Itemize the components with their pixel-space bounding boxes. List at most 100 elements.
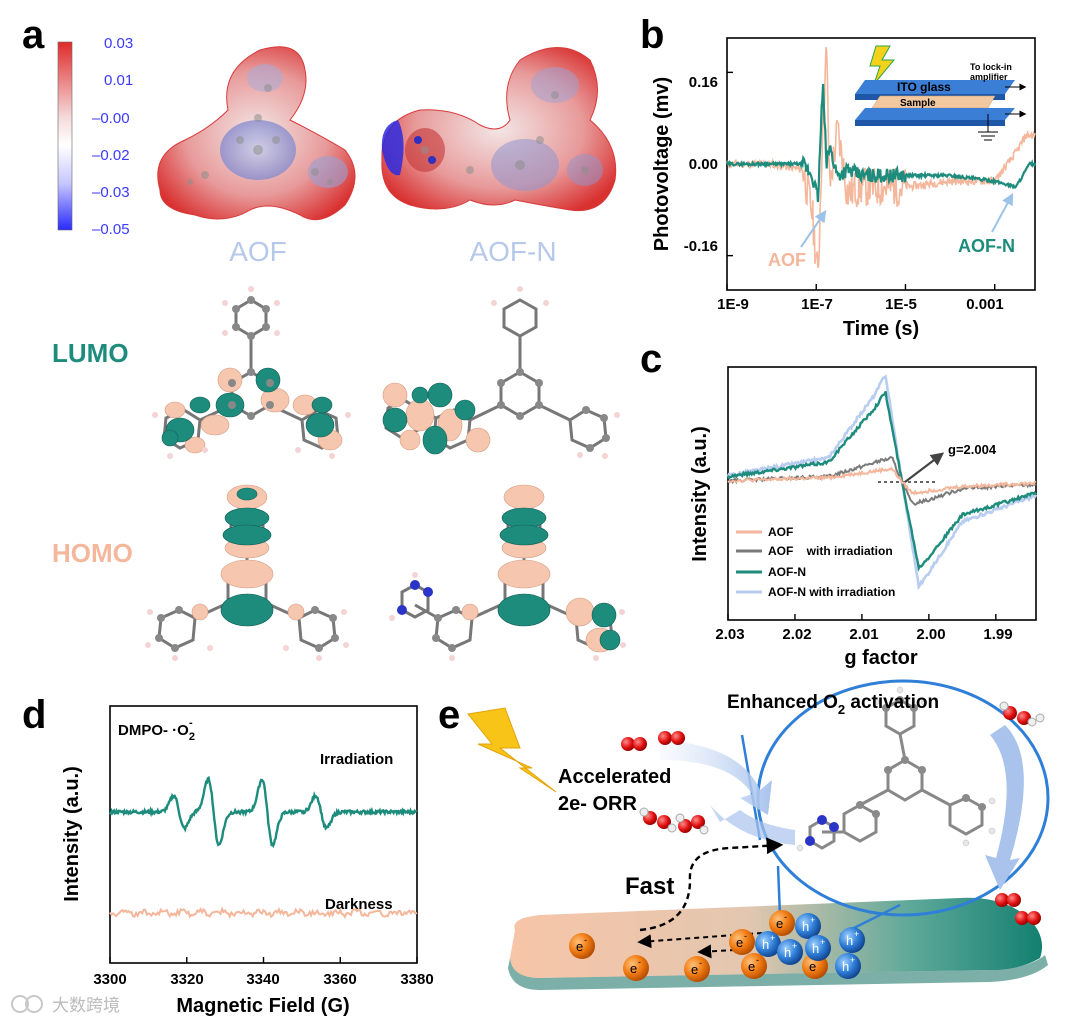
mep-surface-aof-n xyxy=(381,47,617,212)
svg-text:-: - xyxy=(784,912,787,922)
b-xtick-1: 1E-7 xyxy=(801,296,833,313)
colorbar xyxy=(57,41,73,231)
lumo-aof-molecule xyxy=(152,286,351,459)
d-series-irradiation xyxy=(109,775,418,849)
c-legend: AOF AOF with irradiation AOF-N AOF-N wit… xyxy=(736,525,895,599)
hole-icon: h + xyxy=(805,935,831,961)
svg-text:+: + xyxy=(850,955,855,965)
homo-aof-molecule xyxy=(145,484,349,661)
svg-text:e: e xyxy=(630,961,637,976)
d-title: DMPO- ·O2- xyxy=(118,717,195,743)
watermark: 大数跨境 xyxy=(11,995,120,1015)
svg-text:+: + xyxy=(770,933,775,943)
b-ytick-0: 0.16 xyxy=(689,74,718,91)
cb-tick-3: –0.02 xyxy=(92,147,130,164)
orr-label: 2e- ORR xyxy=(558,793,637,815)
c-series-aof-n-irr xyxy=(726,374,1038,591)
c-series-aof xyxy=(727,466,1037,496)
inset-lockin-label: To lock-in xyxy=(970,62,1012,72)
c-legend-0: AOF xyxy=(768,525,793,539)
hole-icon: h + xyxy=(839,927,865,953)
c-xtick-4: 1.99 xyxy=(983,626,1012,643)
b-inset-device: ITO glass Sample To lock-in amplifier xyxy=(855,45,1027,141)
d-xtick-1: 3320 xyxy=(170,971,203,988)
d-xlabel: Magnetic Field (G) xyxy=(176,995,349,1017)
d-xtick-2: 3340 xyxy=(246,971,279,988)
svg-text:e: e xyxy=(809,959,816,974)
lumo-aof-n-molecule xyxy=(382,286,620,459)
aof-n-molecule-model xyxy=(796,686,996,852)
h2o2-molecule-icon xyxy=(639,807,709,835)
panel-d-chart: 3300 3320 3340 3360 3380 Magnetic Field … xyxy=(61,705,434,1017)
svg-text:h: h xyxy=(812,941,819,956)
c-xtick-1: 2.02 xyxy=(782,626,811,643)
panel-c-frame xyxy=(727,366,1037,621)
electron-icon: e- xyxy=(623,955,649,981)
curved-arrow-right xyxy=(985,725,1024,890)
d-series-darkness xyxy=(109,906,418,919)
cb-tick-2: –0.00 xyxy=(92,110,130,127)
panel-b-label: b xyxy=(640,13,664,57)
mep-label-aof-n: AOF-N xyxy=(469,236,556,267)
d-irradiation-label: Irradiation xyxy=(320,751,393,768)
mep-surface-aof xyxy=(157,46,356,221)
o2-molecule-icon-right xyxy=(995,893,1041,925)
svg-text:+: + xyxy=(854,929,859,939)
transfer-arrow-3 xyxy=(697,944,736,959)
panel-e-scheme: e- e- e- e- e- e- e- h+ h+ h+ h+ h+ h+ E… xyxy=(467,679,1050,990)
svg-text:+: + xyxy=(820,937,825,947)
b-ytick-2: -0.16 xyxy=(684,238,718,255)
c-annotation-arrow xyxy=(904,452,945,483)
d-xtick-4: 3380 xyxy=(400,971,433,988)
svg-text:-: - xyxy=(744,931,747,941)
c-xtick-3: 2.00 xyxy=(916,626,945,643)
hole-icon: h + xyxy=(777,939,803,965)
lightning-icon xyxy=(869,45,896,85)
inset-ito-label: ITO glass xyxy=(897,80,951,94)
homo-label: HOMO xyxy=(52,538,133,568)
svg-text:-: - xyxy=(756,955,759,965)
panel-c-label: c xyxy=(640,337,662,381)
fast-transfer-arrow xyxy=(639,837,784,932)
c-xlabel: g factor xyxy=(844,647,918,669)
b-ylabel: Photovoltage (mv) xyxy=(651,77,673,251)
panel-c-tick-marks xyxy=(727,614,997,620)
enhanced-activation-label: Enhanced O2 activation xyxy=(727,692,939,717)
d-xtick-3: 3360 xyxy=(323,971,356,988)
b-arrow-aof xyxy=(800,210,827,248)
b-xlabel: Time (s) xyxy=(843,318,919,340)
b-xtick-0: 1E-9 xyxy=(717,296,749,313)
panel-e-label: e xyxy=(438,693,460,737)
svg-text:h: h xyxy=(762,937,769,952)
b-series-aof-n xyxy=(725,83,1037,203)
cb-tick-1: 0.01 xyxy=(104,72,133,89)
svg-text:h: h xyxy=(784,945,791,960)
hole-icon: h + xyxy=(755,931,781,957)
lightning-icon xyxy=(467,707,557,793)
b-xtick-3: 0.001 xyxy=(966,296,1004,313)
panel-c-chart: 2.03 2.02 2.01 2.00 1.99 g factor Intens… xyxy=(689,366,1038,669)
c-ylabel: Intensity (a.u.) xyxy=(689,426,711,562)
c-annotation: g=2.004 xyxy=(948,442,997,457)
svg-text:e: e xyxy=(776,916,783,931)
panel-d-frame xyxy=(109,705,418,964)
mep-label-aof: AOF xyxy=(229,236,287,267)
hole-icon: h + xyxy=(795,913,821,939)
svg-text:-: - xyxy=(699,958,702,968)
svg-text:+: + xyxy=(810,915,815,925)
cb-tick-4: –0.03 xyxy=(92,184,130,201)
b-xtick-2: 1E-5 xyxy=(885,296,917,313)
electron-icon: e- xyxy=(729,929,755,955)
cb-tick-0: 0.03 xyxy=(104,35,133,52)
cb-tick-5: –0.05 xyxy=(92,221,130,238)
d-ylabel: Intensity (a.u.) xyxy=(61,766,83,902)
c-series-aof-n xyxy=(726,390,1037,572)
o2-molecule-icon xyxy=(621,731,685,751)
c-legend-3: AOF-N with irradiation xyxy=(768,585,895,599)
svg-text:e: e xyxy=(748,959,755,974)
h2o2-molecule-icon-top xyxy=(999,701,1045,727)
inset-sample-label: Sample xyxy=(900,98,936,109)
panel-a-label: a xyxy=(22,13,45,57)
electron-icon: e- xyxy=(569,933,595,959)
